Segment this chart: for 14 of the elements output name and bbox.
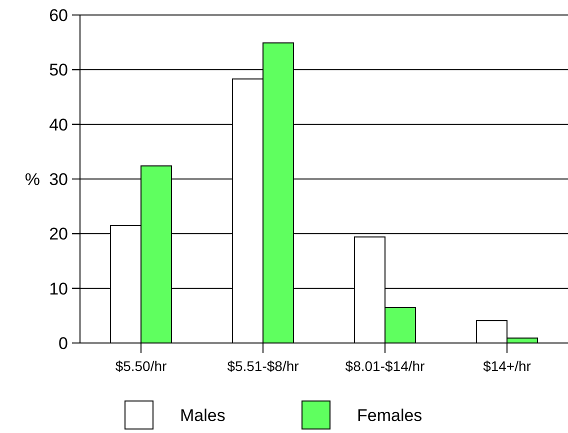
y-axis-title: % (24, 170, 40, 189)
y-tick-label: 50 (49, 60, 68, 80)
y-tick-label: 0 (58, 334, 68, 353)
y-tick-label: 20 (49, 224, 68, 244)
x-tick-label: $5.50/hr (115, 358, 168, 374)
y-tick-label: 40 (49, 115, 68, 134)
y-tick-label: 60 (49, 6, 68, 25)
x-tick-label: $5.51-$8/hr (227, 358, 300, 374)
legend-label: Females (357, 406, 422, 425)
x-tick-label: $14+/hr (483, 358, 532, 374)
y-tick-label: 10 (49, 279, 68, 298)
x-tick-label: $8.01-$14/hr (345, 358, 426, 374)
legend-label: Males (180, 406, 226, 425)
y-tick-label: 30 (49, 170, 68, 189)
